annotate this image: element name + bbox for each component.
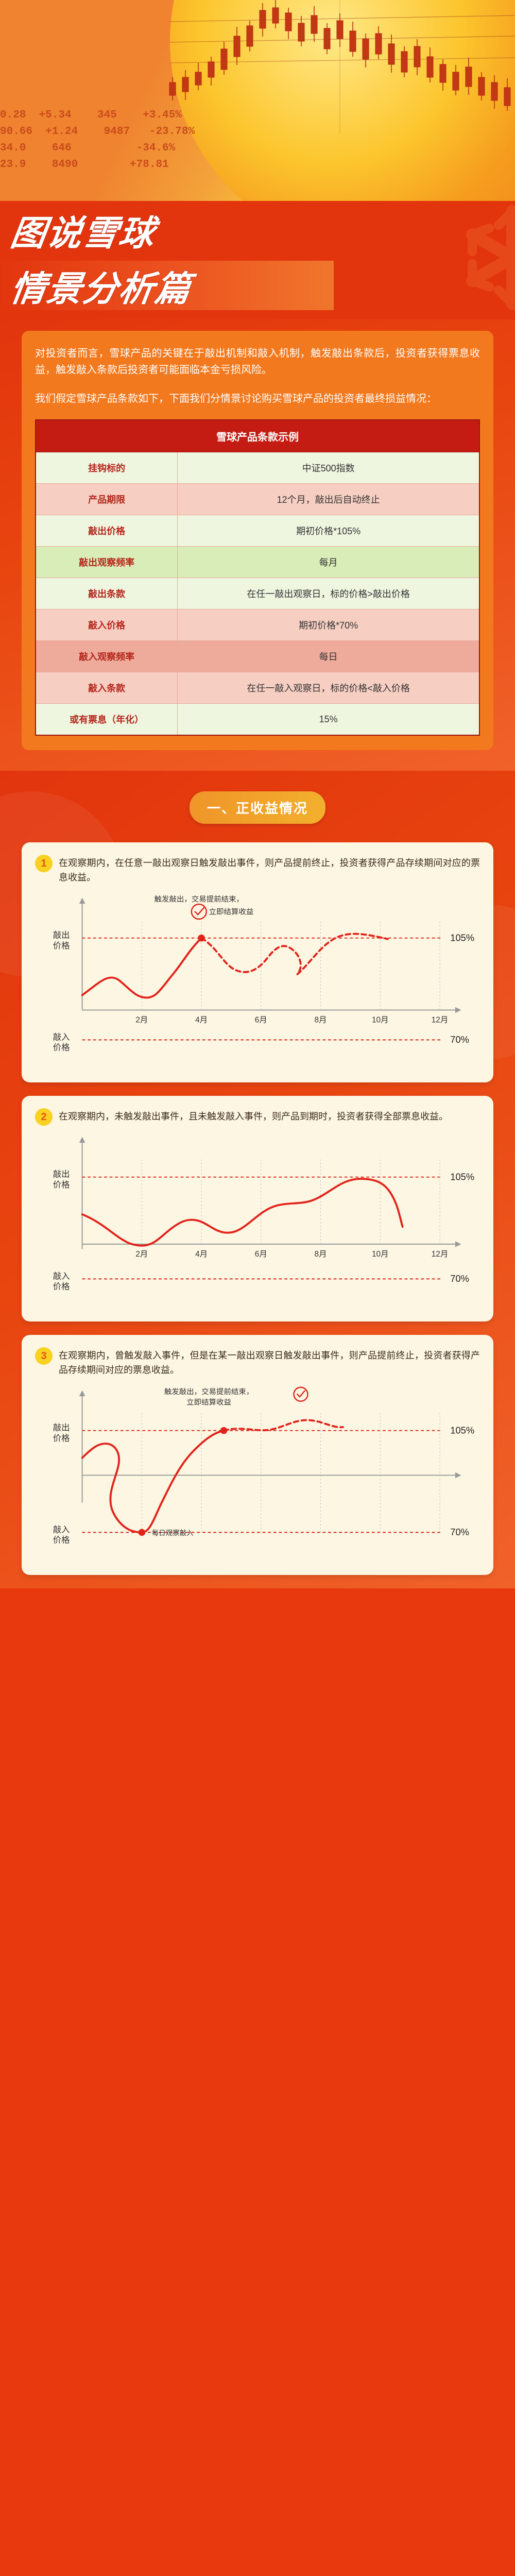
svg-text:2月: 2月 xyxy=(135,1016,148,1025)
svg-text:105%: 105% xyxy=(450,1171,474,1182)
svg-text:12月: 12月 xyxy=(432,1016,449,1025)
svg-text:10月: 10月 xyxy=(372,1250,389,1259)
svg-text:4月: 4月 xyxy=(195,1250,208,1259)
svg-text:105%: 105% xyxy=(450,1425,474,1435)
svg-text:105%: 105% xyxy=(450,932,474,943)
svg-text:2月: 2月 xyxy=(135,1250,148,1259)
svg-text:价格: 价格 xyxy=(53,941,70,951)
svg-text:价格: 价格 xyxy=(53,1180,70,1190)
svg-text:价格: 价格 xyxy=(53,1282,70,1292)
svg-text:12月: 12月 xyxy=(432,1250,449,1259)
svg-text:10月: 10月 xyxy=(372,1016,389,1025)
svg-text:敲出: 敲出 xyxy=(53,1170,70,1179)
svg-text:8月: 8月 xyxy=(315,1016,327,1025)
svg-text:敲出: 敲出 xyxy=(53,931,70,940)
svg-text:价格: 价格 xyxy=(53,1043,70,1053)
svg-text:立即结算收益: 立即结算收益 xyxy=(209,907,254,916)
svg-text:敲入: 敲入 xyxy=(53,1525,70,1534)
svg-text:70%: 70% xyxy=(450,1527,469,1537)
svg-text:敲入: 敲入 xyxy=(53,1272,70,1281)
svg-text:每日观察敲入: 每日观察敲入 xyxy=(152,1529,194,1537)
svg-text:8月: 8月 xyxy=(315,1250,327,1259)
svg-text:触发敲出，交易提前结束，: 触发敲出，交易提前结束， xyxy=(164,1387,253,1396)
svg-text:6月: 6月 xyxy=(255,1250,267,1259)
svg-text:70%: 70% xyxy=(450,1034,469,1045)
svg-text:价格: 价格 xyxy=(53,1536,70,1545)
svg-text:敲入: 敲入 xyxy=(53,1032,70,1042)
svg-text:触发敲出，交易提前结束，: 触发敲出，交易提前结束， xyxy=(154,894,244,904)
svg-text:6月: 6月 xyxy=(255,1016,267,1025)
svg-text:立即结算收益: 立即结算收益 xyxy=(186,1398,231,1407)
svg-text:价格: 价格 xyxy=(53,1434,70,1443)
svg-text:4月: 4月 xyxy=(195,1016,208,1025)
svg-text:敲出: 敲出 xyxy=(53,1423,70,1433)
svg-text:70%: 70% xyxy=(450,1273,469,1284)
